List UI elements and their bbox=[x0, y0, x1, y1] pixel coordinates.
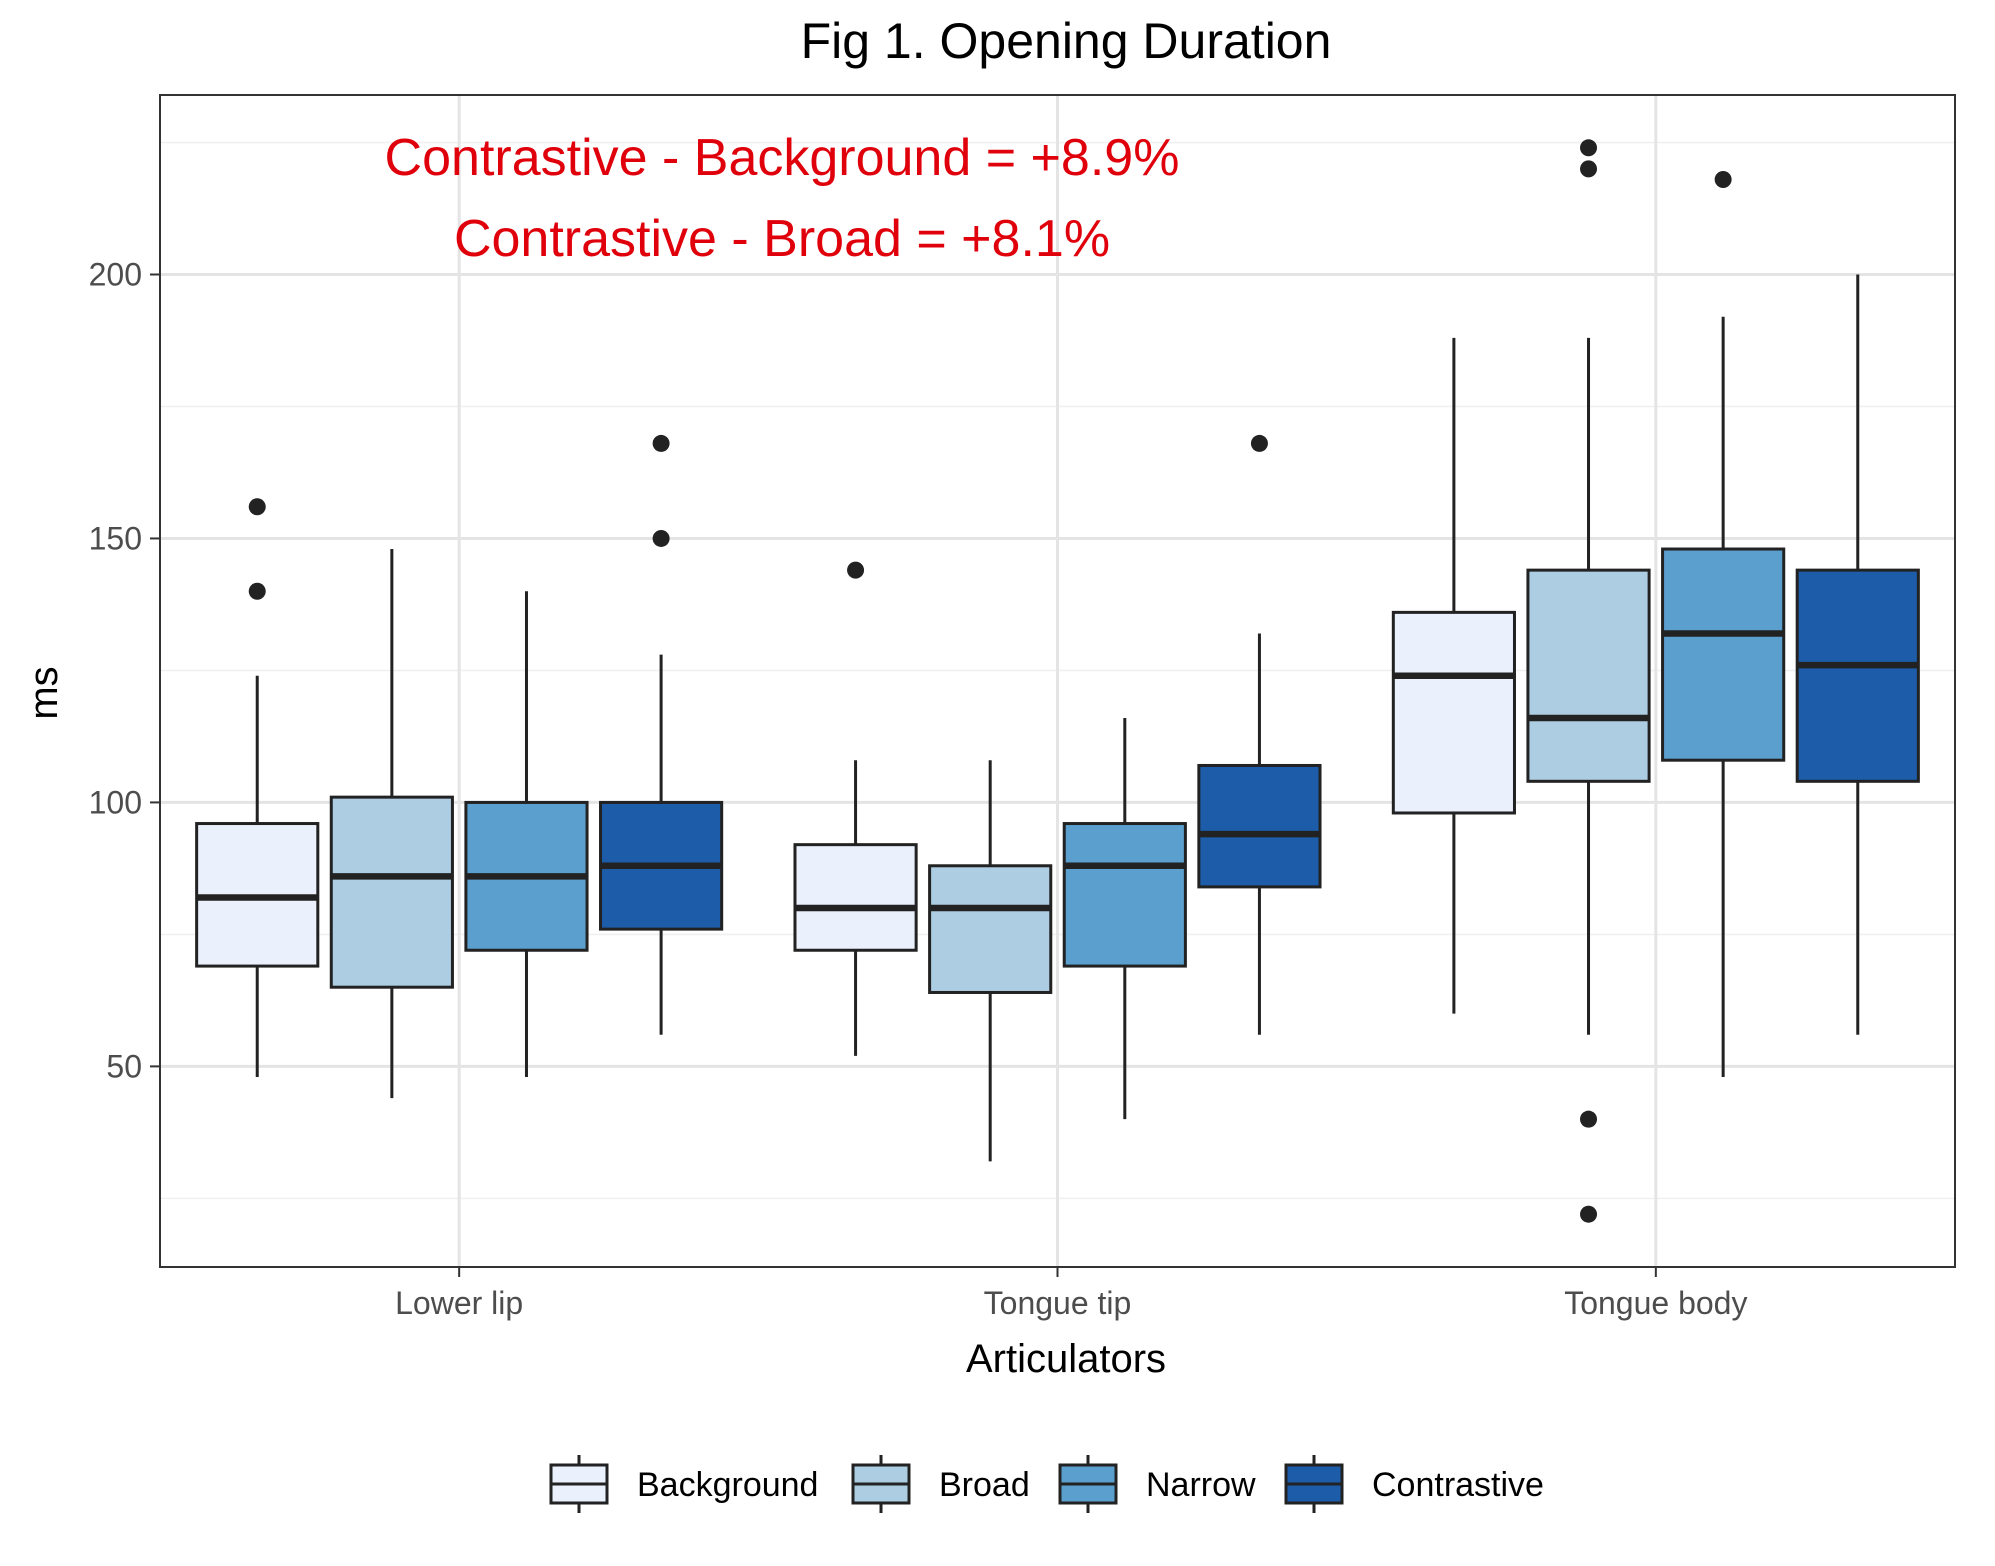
box-contrastive-tongue-body bbox=[1795, 568, 1920, 783]
box-broad-tongue-body-outlier bbox=[1580, 160, 1598, 178]
legend-narrow-label: Narrow bbox=[1146, 1466, 1256, 1504]
box-contrastive-tongue-tip bbox=[1197, 763, 1322, 889]
box-broad-tongue-body-outlier bbox=[1580, 1205, 1598, 1223]
box-background-tongue-tip bbox=[793, 843, 918, 952]
box-narrow-tongue-body-outlier bbox=[1714, 170, 1732, 188]
x-tick-label: Tongue tip bbox=[984, 1285, 1132, 1321]
x-axis-title: Articulators bbox=[966, 1337, 1166, 1381]
x-tick-label: Tongue body bbox=[1564, 1285, 1747, 1321]
box-background-lower-lip-outlier bbox=[248, 498, 266, 516]
y-tick-label: 200 bbox=[89, 256, 142, 292]
x-tick-label: Lower lip bbox=[395, 1285, 523, 1321]
box-background-tongue-body bbox=[1391, 610, 1516, 815]
box-contrastive-lower-lip-outlier bbox=[652, 434, 670, 452]
box-contrastive-tongue-tip-outlier bbox=[1250, 434, 1268, 452]
legend-broad-label: Broad bbox=[939, 1466, 1030, 1504]
y-axis-title: ms bbox=[22, 666, 66, 719]
annotation-contrastive-background: Contrastive - Background = +8.9% bbox=[385, 129, 1180, 187]
plot-panel: 50 100 150 200 Lower lip Tongue tip Tongue bod… bbox=[89, 94, 1956, 1321]
box-broad-tongue-body bbox=[1526, 568, 1651, 783]
chart-title: Fig 1. Opening Duration bbox=[801, 13, 1332, 69]
box-broad-tongue-tip bbox=[928, 864, 1053, 994]
box-narrow-tongue-tip bbox=[1062, 822, 1187, 968]
annotation-contrastive-broad: Contrastive - Broad = +8.1% bbox=[454, 210, 1110, 268]
legend-background-label: Background bbox=[637, 1466, 818, 1504]
box-broad-tongue-body-outlier bbox=[1580, 139, 1598, 157]
legend-contrastive-label: Contrastive bbox=[1372, 1466, 1544, 1504]
box-broad-tongue-body-outlier bbox=[1580, 1110, 1598, 1128]
y-tick-label: 100 bbox=[89, 784, 142, 820]
y-tick-label: 150 bbox=[89, 520, 142, 556]
box-contrastive-lower-lip-outlier bbox=[652, 529, 670, 547]
legend: Background Broad Narrow Contrastive bbox=[549, 1455, 1544, 1513]
box-broad-lower-lip bbox=[329, 795, 454, 989]
y-tick-label: 50 bbox=[106, 1048, 142, 1084]
box-background-tongue-tip-outlier bbox=[847, 561, 865, 579]
box-background-lower-lip-outlier bbox=[248, 582, 266, 600]
box-narrow-tongue-body bbox=[1661, 547, 1786, 762]
